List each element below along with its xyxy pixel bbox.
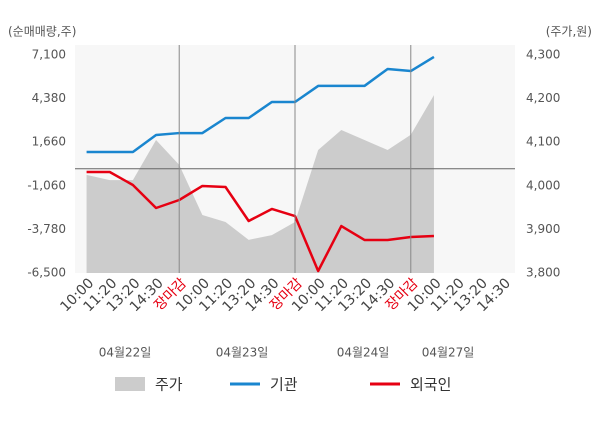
legend-label: 기관: [270, 376, 298, 394]
y-tick-label: 1,660: [32, 135, 66, 149]
date-label: 04월22일: [99, 346, 152, 360]
y2-tick-label: 4,100: [526, 135, 560, 149]
y-axis-title: (순매매량,주): [8, 25, 76, 39]
series-line: [86, 55, 435, 154]
series-line: [86, 170, 435, 273]
y2-tick-label: 4,000: [526, 178, 560, 192]
legend-swatch: [115, 377, 145, 391]
legend-label: 외국인: [410, 376, 451, 394]
y-tick-label: -6,500: [27, 266, 66, 280]
y2-tick-label: 4,300: [526, 48, 560, 62]
y2-tick-label: 4,200: [526, 91, 560, 105]
y-tick-label: -1,060: [27, 178, 66, 192]
y-tick-label: 4,380: [32, 91, 66, 105]
date-label: 04월23일: [216, 346, 269, 360]
legend-label: 주가: [155, 376, 183, 394]
y2-axis-title: (주가,원): [546, 25, 592, 39]
y2-tick-label: 3,800: [526, 266, 560, 280]
y-tick-label: 7,100: [32, 48, 66, 62]
y2-tick-label: 3,900: [526, 222, 560, 236]
date-label: 04월24일: [337, 346, 390, 360]
y-tick-label: -3,780: [27, 222, 66, 236]
date-label: 04월27일: [422, 346, 475, 360]
